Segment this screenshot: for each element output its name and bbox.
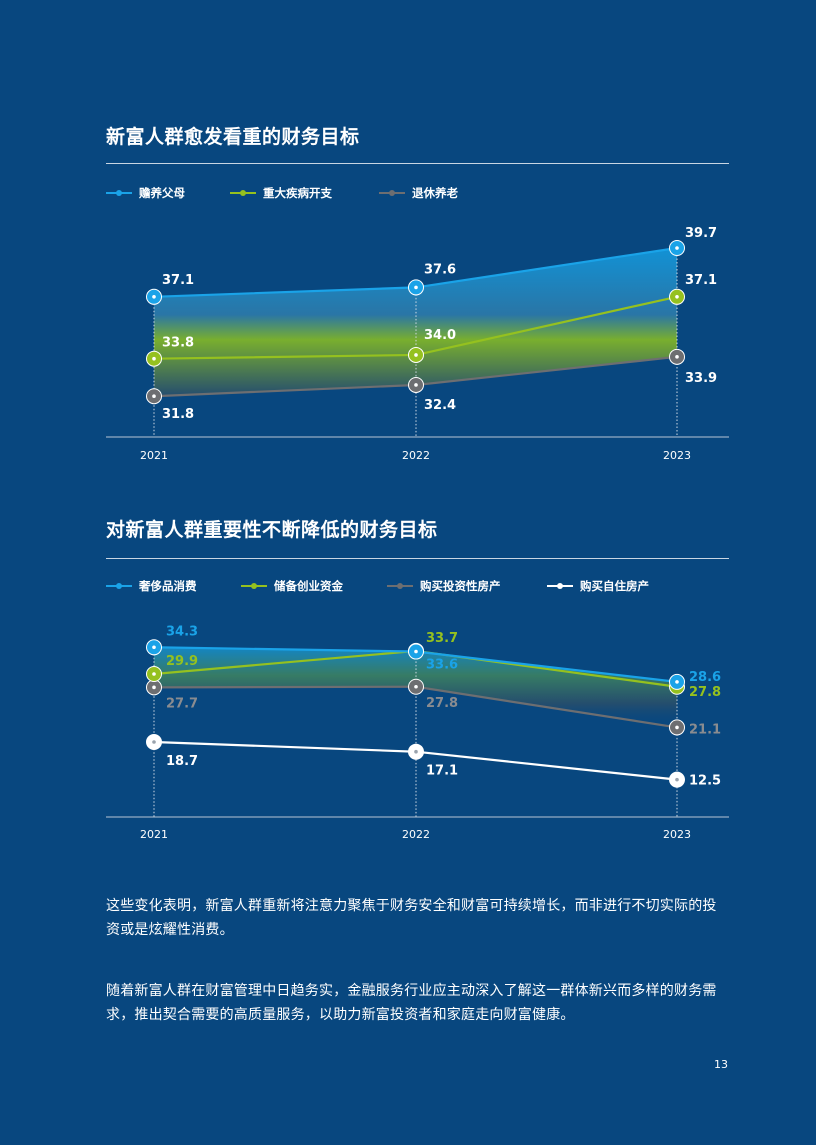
legend-item-own-home: 购买自住房产 xyxy=(547,578,649,594)
chart-2-title: 对新富人群重要性不断降低的财务目标 xyxy=(106,519,438,541)
legend-item-investment-property: 购买投资性房产 xyxy=(387,578,501,594)
data-label-investment-property-2021: 27.7 xyxy=(166,696,198,711)
chart-2-plot: 2021 2022 2023 18.7 17.1 12.5 27.7 27.8 21.1 29.9… xyxy=(106,624,729,841)
legend-label: 购买自住房产 xyxy=(580,579,649,593)
x-tick-label-2022: 2022 xyxy=(402,449,430,462)
data-label-support-parents-2023: 39.7 xyxy=(685,226,717,241)
data-point-center xyxy=(414,285,418,290)
data-point-center xyxy=(152,356,156,361)
legend-item-retirement: 退休养老 xyxy=(379,185,458,201)
data-point-center xyxy=(152,685,156,690)
data-point-center xyxy=(675,680,679,684)
paragraph-1: 这些变化表明，新富人群重新将注意力聚焦于财务安全和财富可持续增长，而非进行不切实… xyxy=(106,898,717,938)
data-label-major-illness-2021: 33.8 xyxy=(162,336,194,351)
data-label-major-illness-2022: 34.0 xyxy=(424,328,456,343)
legend-item-luxury: 奢侈品消费 xyxy=(106,578,197,594)
legend-label: 退休养老 xyxy=(412,186,458,200)
legend-swatch-icon xyxy=(106,580,132,592)
legend-swatch-icon xyxy=(230,187,256,199)
legend-swatch-icon xyxy=(379,187,405,199)
paragraph-2: 随着新富人群在财富管理中日趋务实，金融服务行业应主动深入了解这一群体新兴而多样的… xyxy=(106,983,717,1023)
data-label-startup-fund-2021: 29.9 xyxy=(166,654,198,669)
legend-item-startup-fund: 储备创业资金 xyxy=(241,578,343,594)
page-number: 13 xyxy=(714,1058,728,1071)
data-point-center xyxy=(414,649,418,654)
legend-swatch-icon xyxy=(387,580,413,592)
data-point-center xyxy=(675,294,679,299)
chart-1-plot: 2021 2022 2023 31.8 32.4 33.9 33.8 34.0 37.1 37.1… xyxy=(106,226,729,462)
data-point-center xyxy=(152,294,156,299)
data-label-retirement-2023: 33.9 xyxy=(685,371,717,386)
x-tick-label-2021: 2021 xyxy=(140,828,168,841)
data-point-center xyxy=(414,749,418,754)
data-label-own-home-2022: 17.1 xyxy=(426,764,458,779)
data-label-luxury-2022: 33.6 xyxy=(426,658,458,673)
data-label-support-parents-2022: 37.6 xyxy=(424,262,456,277)
x-tick-label-2022: 2022 xyxy=(402,828,430,841)
data-label-luxury-2021: 34.3 xyxy=(166,624,198,639)
legend-item-support-parents: 赡养父母 xyxy=(106,185,185,201)
legend-item-major-illness: 重大疾病开支 xyxy=(230,185,332,201)
data-point-center xyxy=(675,777,679,782)
data-label-startup-fund-2022: 33.7 xyxy=(426,631,458,646)
data-point-center xyxy=(152,672,156,676)
data-label-own-home-2023: 12.5 xyxy=(689,774,721,789)
legend-label: 储备创业资金 xyxy=(274,579,343,593)
data-point-center xyxy=(675,355,679,359)
legend-label: 购买投资性房产 xyxy=(420,579,501,593)
legend-swatch-icon xyxy=(547,580,573,592)
legend-swatch-icon xyxy=(241,580,267,592)
data-label-support-parents-2021: 37.1 xyxy=(162,273,194,288)
data-point-center xyxy=(414,684,418,689)
data-point-center xyxy=(152,645,156,650)
legend-label: 赡养父母 xyxy=(139,186,185,200)
data-label-investment-property-2022: 27.8 xyxy=(426,696,458,711)
data-point-center xyxy=(675,725,679,730)
data-point-center xyxy=(152,394,156,399)
data-label-major-illness-2023: 37.1 xyxy=(685,273,717,288)
data-label-startup-fund-2023: 27.8 xyxy=(689,685,721,700)
x-tick-label-2023: 2023 xyxy=(663,449,691,462)
data-label-luxury-2023: 28.6 xyxy=(689,670,721,685)
data-label-own-home-2021: 18.7 xyxy=(166,754,198,769)
data-point-center xyxy=(152,740,156,744)
x-tick-label-2021: 2021 xyxy=(140,449,168,462)
data-label-investment-property-2023: 21.1 xyxy=(689,722,721,737)
legend-label: 奢侈品消费 xyxy=(139,579,197,593)
x-tick-label-2023: 2023 xyxy=(663,828,691,841)
data-label-retirement-2021: 31.8 xyxy=(162,407,194,422)
chart-1-title: 新富人群愈发看重的财务目标 xyxy=(106,126,360,148)
data-point-center xyxy=(414,353,418,357)
data-label-retirement-2022: 32.4 xyxy=(424,398,456,413)
chart-2-title-rule xyxy=(106,558,729,559)
chart-1-title-rule xyxy=(106,163,729,164)
area-fill xyxy=(154,248,677,397)
legend-swatch-icon xyxy=(106,187,132,199)
data-point-center xyxy=(414,383,418,387)
legend-label: 重大疾病开支 xyxy=(263,186,332,200)
data-point-center xyxy=(675,246,679,250)
